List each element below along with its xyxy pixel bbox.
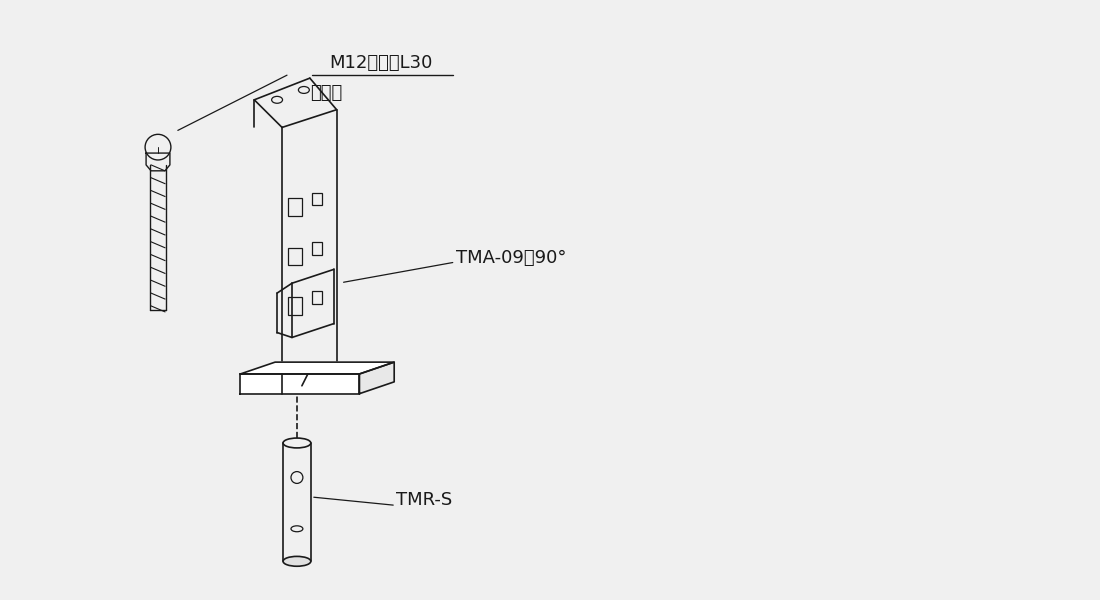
Circle shape	[255, 381, 261, 387]
Text: M12ボルトL30: M12ボルトL30	[330, 54, 433, 72]
Bar	[311, 291, 321, 304]
Bar	[288, 199, 301, 216]
Polygon shape	[241, 362, 394, 374]
Bar	[311, 193, 321, 205]
Bar	[311, 242, 321, 254]
Text: TMA-09・90°: TMA-09・90°	[455, 248, 566, 266]
Text: 付属品: 付属品	[310, 84, 343, 102]
Ellipse shape	[283, 556, 311, 566]
Polygon shape	[360, 362, 394, 394]
Polygon shape	[241, 374, 360, 394]
Bar	[288, 297, 301, 315]
Bar	[288, 248, 301, 265]
Circle shape	[339, 381, 344, 387]
Text: TMR-S: TMR-S	[396, 491, 452, 509]
